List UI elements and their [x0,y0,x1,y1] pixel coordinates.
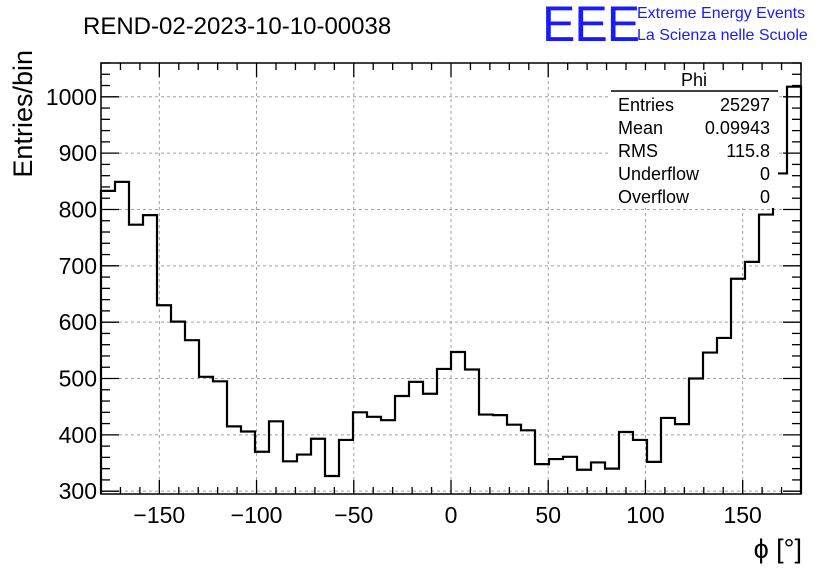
y-tick-label: 400 [59,422,97,448]
histogram-bin [661,418,675,494]
histogram-bin [493,415,507,494]
histogram-outline [99,85,803,494]
eee-logo-line1: Extreme Energy Events [637,5,805,22]
histogram-bin [227,426,241,494]
histogram-bin [381,420,395,494]
stats-value: 0.09943 [705,118,770,138]
histogram-bin [409,382,423,494]
histogram-bin [619,432,633,494]
y-tick-label: 300 [59,478,97,504]
eee-logo-mark: EEE [542,0,639,52]
x-tick-label: −50 [334,502,373,528]
y-tick-label: 900 [59,140,97,166]
histogram-bin [353,412,367,494]
y-axis-title: Entries/bin [8,50,38,178]
histogram-bin [563,457,577,494]
histogram-bin [339,440,353,494]
histogram-bin [395,396,409,494]
histogram-bin [745,262,759,494]
histogram-bin [423,394,437,494]
histogram-bin [717,338,731,494]
stats-box: Phi Entries 25297 Mean 0.09943 RMS 115.8 Under… [611,70,778,208]
stats-value: 115.8 [726,141,770,161]
x-tick-label: 50 [535,502,561,528]
stats-label: RMS [618,141,658,161]
y-tick-label: 700 [59,253,97,279]
x-tick-label: −150 [133,502,185,528]
histogram-bin [297,455,311,494]
histogram-bin [689,379,703,494]
histogram-bin [101,191,115,494]
stats-box-background [611,70,778,208]
x-tick-label: 0 [445,502,458,528]
histogram-bin [591,462,605,494]
y-tick-label: 600 [59,309,97,335]
y-tick-label: 800 [59,196,97,222]
histogram-bin [787,87,801,494]
eee-logo: EEE Extreme Energy Events La Scienza nel… [542,0,808,52]
stats-label: Mean [618,118,663,138]
stats-title: Phi [681,70,707,90]
x-tick-label: 100 [626,502,664,528]
stats-rows: Entries 25297 Mean 0.09943 RMS 115.8 Underflow… [618,95,770,207]
histogram-bin [451,352,465,494]
x-tick-label: −100 [231,502,283,528]
histogram-bin [311,439,325,494]
stats-value: 0 [760,187,770,207]
stats-label: Overflow [618,187,690,207]
histogram-bin [479,415,493,494]
histogram-bin [437,369,451,494]
histogram-bin [647,462,661,494]
stats-value: 0 [760,164,770,184]
histogram-bin [269,421,283,494]
histogram-bin [703,353,717,494]
chart-title: REND-02-2023-10-10-00038 [83,13,391,40]
histogram-bin [143,215,157,494]
histogram-bin [241,431,255,494]
histogram-bin [577,470,591,494]
y-tick-label: 500 [59,366,97,392]
y-tick-labels: 300 400 500 600 700 800 900 1000 [46,84,97,504]
y-tick-label: 1000 [46,84,97,110]
histogram-bin [759,215,773,494]
histogram-bin [521,430,535,494]
axis-ticks [100,62,802,494]
histogram-bin [773,173,787,494]
stats-label: Entries [618,95,674,115]
histogram-bin [549,459,563,494]
histogram-bin [535,464,549,494]
histogram-bin [213,381,227,494]
stats-value: 25297 [720,95,770,115]
histogram-bin [465,369,479,494]
x-tick-label: 150 [723,502,761,528]
x-tick-labels: −150 −100 −50 0 50 100 150 [133,502,761,528]
stats-label: Underflow [618,164,700,184]
histogram-bin [367,417,381,494]
histogram-bin [171,322,185,494]
histogram-bin [185,340,199,494]
x-axis-title: ϕ [°] [754,534,802,564]
histogram-bin [115,182,129,494]
histogram-bin [129,225,143,494]
histogram-bin [199,377,213,494]
eee-logo-line2: La Scienza nelle Scuole [637,27,808,44]
